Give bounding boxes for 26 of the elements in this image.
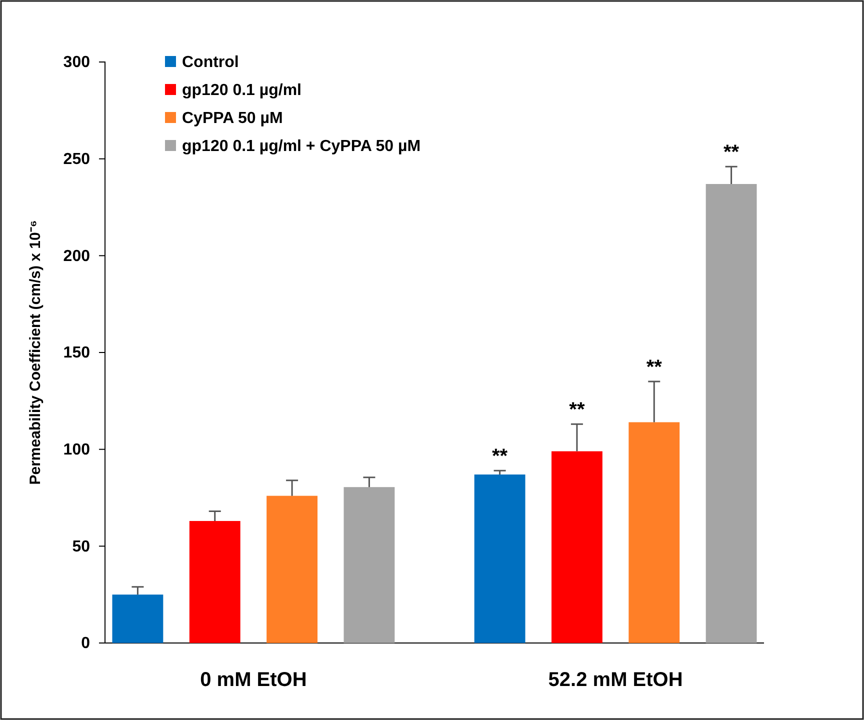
y-tick-label: 250 xyxy=(63,150,90,168)
bar xyxy=(628,422,680,643)
y-tick-label: 50 xyxy=(72,538,90,556)
y-axis-title: Permeability Coefficient (cm/s) x 10⁻⁶ xyxy=(27,220,44,485)
bar xyxy=(474,474,526,643)
data-label: ** xyxy=(724,142,740,164)
y-tick-label: 0 xyxy=(81,635,90,652)
data-label: ** xyxy=(569,399,585,422)
legend-label: CyPPA 50 µM xyxy=(182,110,283,127)
y-tick-label: 200 xyxy=(63,248,90,265)
bar xyxy=(344,487,395,643)
bar xyxy=(189,520,240,643)
data-label: ** xyxy=(646,356,662,379)
x-tick-label: 0 mM EtOH xyxy=(200,669,307,691)
data-label: ** xyxy=(492,446,508,468)
y-tick-label: 100 xyxy=(63,441,90,458)
legend-label: gp120 0.1 µg/ml + CyPPA 50 µM xyxy=(182,138,421,155)
bar xyxy=(551,451,602,643)
legend-label: gp120 0.1 µg/ml xyxy=(182,82,302,99)
y-tick-label: 150 xyxy=(63,344,90,362)
bar xyxy=(706,184,757,643)
y-tick-label: 300 xyxy=(63,54,90,72)
bar xyxy=(112,594,164,643)
legend-label: Control xyxy=(182,54,239,71)
x-tick-label: 52.2 mM EtOH xyxy=(548,669,683,691)
bar xyxy=(266,496,318,643)
